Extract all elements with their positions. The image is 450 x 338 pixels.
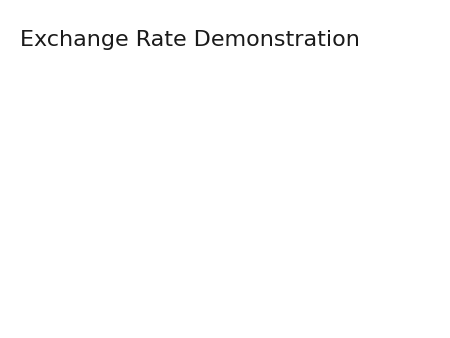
Text: Exchange Rate Demonstration: Exchange Rate Demonstration [20,30,360,50]
